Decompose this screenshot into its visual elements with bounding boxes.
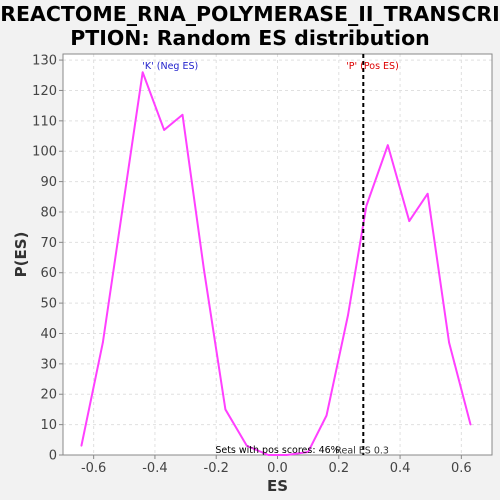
y-tick-label: 0 (49, 449, 57, 464)
data-point (181, 113, 184, 116)
x-tick-label: 0.6 (451, 461, 472, 476)
y-tick-label: 20 (40, 388, 57, 403)
y-tick-label: 60 (40, 266, 57, 281)
x-tick-label: -0.2 (204, 461, 229, 476)
data-point (141, 71, 144, 74)
y-tick-label: 50 (40, 297, 57, 312)
y-tick-label: 120 (32, 84, 57, 99)
y-tick-label: 100 (32, 145, 57, 160)
data-point (102, 341, 104, 344)
data-point (285, 454, 288, 456)
data-point (426, 192, 429, 195)
x-tick-label: 0.2 (328, 461, 349, 476)
x-tick-label: -0.6 (81, 461, 106, 476)
data-point (325, 414, 328, 417)
neg-es-annotation: 'K' (Neg ES) (142, 61, 198, 72)
y-tick-label: 80 (40, 205, 57, 220)
data-point (408, 220, 411, 222)
pos-scores-annotation: Sets with pos scores: 46% (215, 445, 339, 456)
y-tick-label: 130 (32, 54, 57, 69)
data-point (365, 205, 368, 207)
x-axis-label: ES (267, 477, 288, 495)
chart-title: REACTOME_RNA_POLYMERASE_II_TRANSCRI PTIO… (0, 0, 500, 50)
y-tick-label: 110 (32, 114, 57, 129)
data-point (246, 445, 248, 447)
data-point (224, 408, 227, 411)
data-point (203, 268, 205, 271)
y-axis-label: P(ES) (12, 232, 30, 278)
y-tick-label: 40 (40, 327, 57, 342)
y-tick-label: 90 (40, 175, 57, 190)
y-tick-label: 30 (40, 357, 57, 372)
pos-es-annotation: 'P' (Pos ES) (346, 61, 399, 72)
data-point (469, 423, 472, 426)
data-point (448, 341, 450, 344)
data-point (80, 445, 83, 447)
x-tick-label: 0.4 (390, 461, 411, 476)
data-point (267, 454, 270, 456)
chart-title-line-1: REACTOME_RNA_POLYMERASE_II_TRANSCRI (0, 2, 500, 26)
x-tick-label: -0.4 (142, 461, 167, 476)
real-es-label: Real ES 0.3 (335, 446, 389, 457)
y-tick-label: 70 (40, 236, 57, 251)
data-point (307, 451, 309, 453)
data-point (347, 314, 349, 317)
data-point (387, 144, 389, 146)
x-tick-label: 0.0 (267, 461, 288, 476)
y-tick-label: 10 (40, 418, 57, 433)
chart-title-line-2: PTION: Random ES distribution (70, 26, 430, 50)
data-point (163, 129, 165, 131)
